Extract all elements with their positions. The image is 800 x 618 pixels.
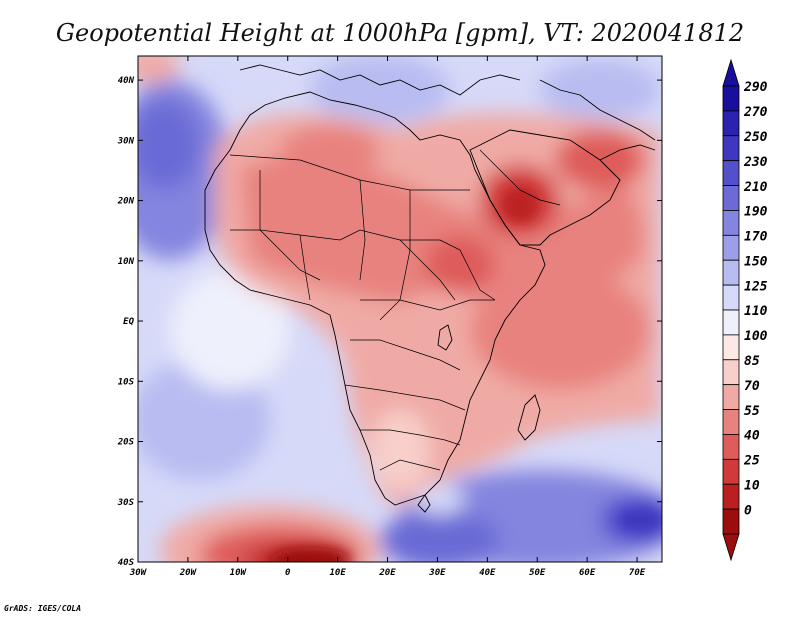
x-tick-label: 20W bbox=[179, 568, 198, 578]
colorbar-swatch bbox=[722, 334, 740, 361]
x-tick-label: 0 bbox=[285, 568, 291, 578]
y-tick-label: EQ bbox=[123, 317, 134, 327]
colorbar-swatch bbox=[722, 259, 740, 286]
colorbar-swatch bbox=[722, 384, 740, 410]
colorbar-label: 210 bbox=[743, 180, 768, 195]
colorbar-swatch bbox=[722, 135, 740, 162]
y-tick-label: 30N bbox=[117, 136, 135, 146]
colorbar-label: 85 bbox=[744, 354, 760, 369]
chart-title: Geopotential Height at 1000hPa [gpm], VT… bbox=[56, 19, 744, 47]
y-tick-label: 10S bbox=[118, 377, 135, 387]
y-tick-label: 20N bbox=[117, 197, 135, 207]
x-tick-label: 50E bbox=[529, 568, 546, 578]
colorbar-swatch bbox=[722, 309, 740, 336]
country-borders bbox=[229, 149, 561, 471]
colorbar-label: 55 bbox=[744, 404, 760, 419]
colorbar-label: 0 bbox=[744, 503, 752, 518]
colorbar-label: 70 bbox=[744, 379, 760, 394]
colorbar-swatch bbox=[722, 185, 740, 211]
x-tick-label: 30E bbox=[428, 568, 446, 578]
colorbar-swatch bbox=[722, 434, 740, 460]
colorbar-swatch bbox=[722, 160, 740, 186]
x-tick-label: 70E bbox=[629, 568, 646, 578]
colorbar-label: 230 bbox=[743, 155, 768, 170]
colorbar-label: 170 bbox=[744, 230, 768, 245]
y-tick-label: 40S bbox=[118, 558, 135, 568]
coastlines bbox=[204, 64, 656, 513]
colorbar-label: 110 bbox=[744, 304, 768, 319]
plot-frame bbox=[137, 55, 663, 563]
y-tick-label: 40N bbox=[118, 76, 135, 86]
colorbar-swatch bbox=[722, 110, 740, 137]
y-axis: 40N 30N 20N 10N EQ 10S 20S 30S 40S bbox=[117, 76, 662, 568]
colorbar-top-arrow bbox=[722, 58, 740, 87]
x-tick-label: 40E bbox=[479, 568, 496, 578]
colorbar-swatch bbox=[722, 483, 740, 510]
colorbar-swatch bbox=[722, 359, 740, 386]
colorbar-swatch bbox=[722, 234, 740, 261]
colorbar-label: 290 bbox=[743, 80, 768, 95]
colorbar: 2902702502302101901701501251101008570554… bbox=[722, 58, 768, 562]
y-tick-label: 20S bbox=[117, 438, 135, 448]
colorbar-label: 100 bbox=[744, 329, 768, 344]
shaded-field bbox=[138, 56, 662, 562]
colorbar-swatch bbox=[722, 458, 740, 485]
x-tick-label: 10W bbox=[230, 568, 248, 578]
x-axis: 30W 20W 10W 0 10E 20E 30E 40E 50E 60E 70E bbox=[129, 56, 646, 578]
y-tick-label: 10N bbox=[118, 257, 135, 267]
colorbar-label: 250 bbox=[743, 130, 768, 145]
colorbar-swatch bbox=[722, 508, 740, 535]
colorbar-label: 270 bbox=[743, 105, 768, 120]
colorbar-swatch bbox=[722, 210, 740, 236]
shaded-field-detail bbox=[270, 187, 662, 562]
colorbar-label: 125 bbox=[744, 279, 768, 294]
y-tick-label: 30S bbox=[117, 498, 135, 508]
x-tick-label: 60E bbox=[579, 568, 596, 578]
x-tick-label: 30W bbox=[129, 568, 148, 578]
x-tick-label: 20E bbox=[378, 568, 396, 578]
colorbar-swatch bbox=[722, 409, 740, 435]
x-tick-label: 10E bbox=[329, 568, 346, 578]
colorbar-label: 10 bbox=[744, 478, 760, 493]
colorbar-swatch bbox=[722, 85, 740, 112]
colorbar-label: 25 bbox=[743, 454, 760, 469]
colorbar-label: 150 bbox=[744, 254, 768, 269]
colorbar-label: 40 bbox=[744, 429, 760, 444]
colorbar-bottom-arrow bbox=[722, 533, 740, 562]
grads-credit: GrADS: IGES/COLA bbox=[4, 604, 81, 613]
colorbar-label: 190 bbox=[744, 205, 768, 220]
plot-area bbox=[138, 56, 662, 562]
colorbar-swatch bbox=[722, 284, 740, 311]
